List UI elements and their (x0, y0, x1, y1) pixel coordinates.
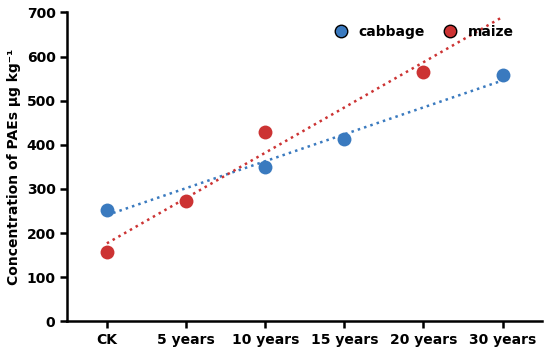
Point (182, 199, 190, 204)
Y-axis label: Concentration of PAEs μg kg⁻¹: Concentration of PAEs μg kg⁻¹ (7, 49, 21, 285)
Point (419, 69, 428, 75)
Point (102, 249, 111, 255)
Point (498, 72, 507, 78)
Point (340, 137, 349, 142)
Legend: cabbage, maize: cabbage, maize (321, 19, 520, 45)
Point (102, 207, 111, 212)
Point (261, 129, 270, 135)
Point (261, 164, 270, 170)
